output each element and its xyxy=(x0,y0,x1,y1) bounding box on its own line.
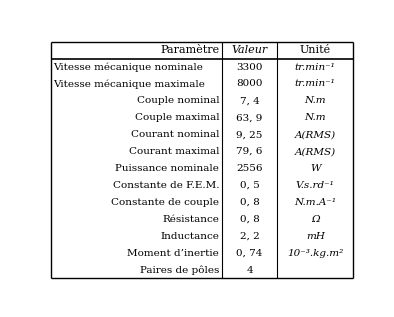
Text: A(RMS): A(RMS) xyxy=(295,130,336,139)
Text: N.m: N.m xyxy=(305,113,326,122)
Text: 4: 4 xyxy=(246,266,253,275)
Text: Constante de F.E.M.: Constante de F.E.M. xyxy=(113,181,219,190)
Text: 8000: 8000 xyxy=(236,80,263,88)
Text: A(RMS): A(RMS) xyxy=(295,147,336,156)
Text: Courant maximal: Courant maximal xyxy=(128,147,219,156)
Text: Couple maximal: Couple maximal xyxy=(134,113,219,122)
Text: N.m.A⁻¹: N.m.A⁻¹ xyxy=(294,198,336,207)
Text: Constante de couple: Constante de couple xyxy=(111,198,219,207)
Text: Valeur: Valeur xyxy=(231,45,268,55)
Text: 63, 9: 63, 9 xyxy=(236,113,263,122)
Text: 7, 4: 7, 4 xyxy=(240,96,259,105)
Text: Ω: Ω xyxy=(311,215,320,224)
Text: 0, 74: 0, 74 xyxy=(236,249,263,258)
Text: 9, 25: 9, 25 xyxy=(236,130,263,139)
Text: 2, 2: 2, 2 xyxy=(240,232,259,241)
Text: 10⁻³.kg.m²: 10⁻³.kg.m² xyxy=(287,249,344,258)
Text: 2556: 2556 xyxy=(236,164,263,173)
Text: 0, 8: 0, 8 xyxy=(240,215,259,224)
Text: tr.min⁻¹: tr.min⁻¹ xyxy=(295,62,336,72)
Text: Paires de pôles: Paires de pôles xyxy=(140,265,219,275)
Text: Moment d’inertie: Moment d’inertie xyxy=(127,249,219,258)
Text: Vitesse mécanique nominale: Vitesse mécanique nominale xyxy=(53,62,203,72)
Text: Couple nominal: Couple nominal xyxy=(136,96,219,105)
Text: 0, 5: 0, 5 xyxy=(240,181,259,190)
Text: 3300: 3300 xyxy=(236,62,263,72)
Text: 79, 6: 79, 6 xyxy=(236,147,263,156)
Text: tr.min⁻¹: tr.min⁻¹ xyxy=(295,80,336,88)
Text: V.s.rd⁻¹: V.s.rd⁻¹ xyxy=(296,181,335,190)
Text: mH: mH xyxy=(306,232,325,241)
Text: Puissance nominale: Puissance nominale xyxy=(115,164,219,173)
Text: Résistance: Résistance xyxy=(162,215,219,224)
Text: Paramètre: Paramètre xyxy=(160,45,219,55)
Text: Vitesse mécanique maximale: Vitesse mécanique maximale xyxy=(53,79,205,89)
Text: W: W xyxy=(310,164,321,173)
Text: N.m: N.m xyxy=(305,96,326,105)
Text: Inductance: Inductance xyxy=(160,232,219,241)
Text: 0, 8: 0, 8 xyxy=(240,198,259,207)
Text: Courant nominal: Courant nominal xyxy=(131,130,219,139)
Text: Unité: Unité xyxy=(300,45,331,55)
